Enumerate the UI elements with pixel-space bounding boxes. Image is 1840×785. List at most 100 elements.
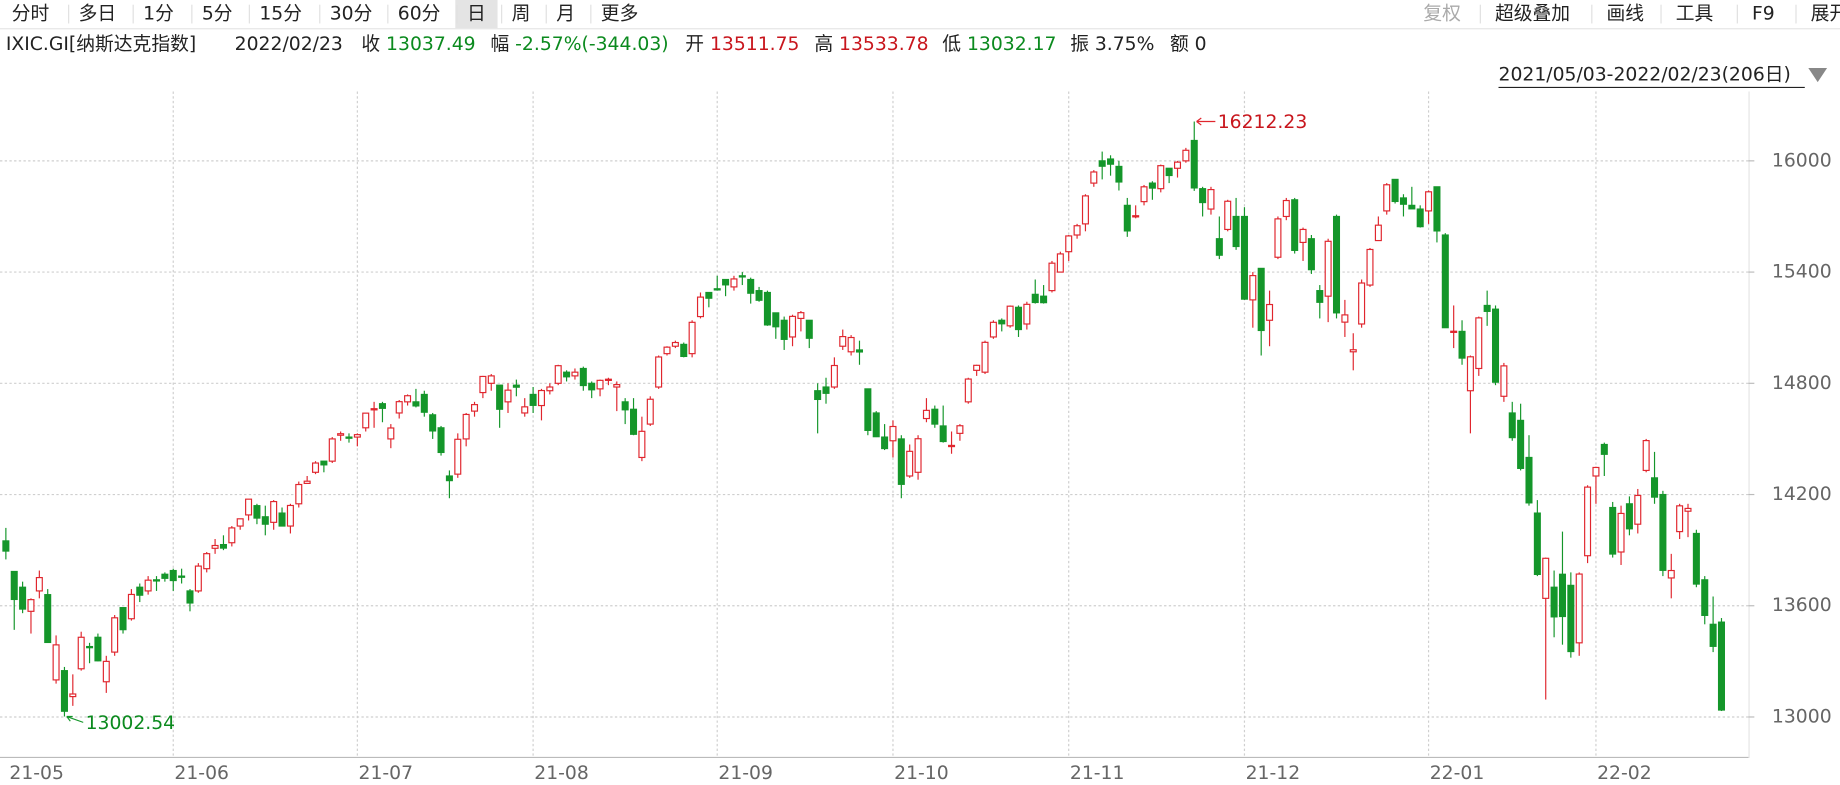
y-tick-label: 13000	[1772, 706, 1832, 727]
candle-body	[1458, 330, 1466, 359]
candle-body	[1282, 199, 1290, 218]
candle-body	[253, 505, 261, 519]
x-tick-label: 21-11	[1070, 763, 1125, 784]
candle-body	[119, 607, 127, 631]
candle-body	[1709, 623, 1717, 647]
toolbar-button[interactable]: 超级叠加	[1495, 3, 1570, 25]
candle-body	[211, 544, 219, 549]
candle-body	[772, 312, 780, 328]
candle-body	[688, 321, 696, 355]
candle-body	[1525, 456, 1533, 504]
quote-label: 振	[1070, 33, 1089, 55]
candle-body	[194, 565, 202, 592]
toolbar-button[interactable]: 月	[556, 4, 575, 25]
candle-body	[1408, 204, 1416, 210]
candle-body	[563, 371, 571, 378]
candle-body	[881, 436, 889, 450]
quote-value: 13037.49	[386, 34, 476, 55]
candle-body	[303, 480, 311, 484]
candle-body	[144, 579, 152, 592]
candle-body	[1634, 494, 1642, 525]
candle-body	[1140, 186, 1148, 203]
candle-body	[638, 430, 646, 459]
quote-value: 13533.78	[839, 34, 929, 55]
candle-body	[1266, 303, 1274, 321]
candle-body	[1366, 248, 1374, 286]
candle-body	[1466, 356, 1474, 392]
candle-body	[763, 291, 771, 326]
candle-body	[579, 367, 587, 387]
candle-body	[395, 401, 403, 414]
toolbar-button[interactable]: 画线	[1606, 3, 1644, 25]
toolbar-button[interactable]: 日	[467, 4, 486, 25]
candle-body	[35, 576, 43, 592]
x-tick-label: 21-08	[534, 763, 589, 784]
candle-body	[1291, 199, 1299, 251]
candle-body	[1215, 238, 1223, 256]
date-range[interactable]: 2021/05/03-2022/02/23(206日)	[1499, 65, 1791, 86]
toolbar-button[interactable]: 更多	[601, 3, 639, 25]
toolbar-button[interactable]: 展开	[1811, 4, 1840, 25]
toolbar-button[interactable]: 60分	[398, 3, 441, 25]
candle-body	[1500, 365, 1508, 397]
candle-body	[1584, 486, 1592, 557]
candle-body	[1182, 149, 1190, 162]
toolbar-button[interactable]: 1分	[143, 3, 174, 25]
candle-body	[362, 412, 370, 429]
candle-body	[521, 406, 529, 414]
toolbar-button[interactable]: 分时	[12, 3, 50, 25]
candle-body	[1240, 215, 1248, 300]
toolbar-button[interactable]: 多日	[79, 3, 117, 25]
candle-body	[1090, 171, 1098, 184]
toolbar-button[interactable]: 5分	[202, 3, 233, 25]
quote-value: 3.75%	[1095, 34, 1155, 55]
date-range-dropdown[interactable]	[1808, 68, 1828, 83]
candle-body	[378, 403, 386, 409]
candle-body	[998, 319, 1006, 325]
symbol: IXIC.GI[纳斯达克指数]	[6, 33, 196, 55]
candle-body	[345, 436, 353, 439]
candle-body	[646, 398, 654, 425]
candle-body	[1324, 240, 1332, 297]
x-tick-label: 22-01	[1430, 763, 1485, 784]
candle-body	[1391, 178, 1399, 203]
high-pointer	[1196, 117, 1216, 126]
candle-body	[228, 527, 236, 544]
candle-body	[1450, 330, 1458, 333]
quote-label: 低	[942, 33, 961, 55]
candle-body	[839, 336, 847, 347]
candle-body	[353, 434, 361, 438]
toolbar-button[interactable]: 15分	[259, 3, 302, 25]
toolbar-button[interactable]: 工具	[1676, 4, 1714, 25]
y-tick-label: 14200	[1772, 484, 1832, 505]
candle-body	[437, 427, 445, 454]
candle-body	[1625, 503, 1633, 530]
toolbar-button[interactable]: F9	[1752, 4, 1775, 25]
candle-body	[738, 275, 746, 278]
candle-body	[1358, 282, 1366, 325]
candle-body	[1157, 165, 1165, 190]
candle-body	[1609, 506, 1617, 555]
candle-body	[370, 408, 378, 411]
candle-body	[1031, 293, 1039, 304]
candle-body	[387, 427, 395, 440]
toolbar-button[interactable]: 30分	[330, 3, 373, 25]
toolbar-button[interactable]: 周	[512, 4, 531, 25]
candle-body	[404, 395, 412, 403]
toolbar-button: 复权	[1423, 3, 1461, 25]
candle-body	[245, 498, 253, 516]
quote-label: 收	[361, 33, 380, 55]
candle-body	[44, 594, 52, 644]
y-tick-label: 14800	[1772, 373, 1832, 394]
candle-body	[956, 425, 964, 434]
candle-body	[471, 404, 479, 412]
candle-body	[1207, 189, 1215, 210]
candle-body	[755, 290, 763, 301]
candle-body	[722, 278, 730, 286]
candle-body	[270, 500, 278, 523]
candle-body	[1299, 228, 1307, 244]
candle-body	[1349, 349, 1357, 353]
candle-body	[805, 319, 813, 339]
candle-body	[1040, 295, 1048, 304]
